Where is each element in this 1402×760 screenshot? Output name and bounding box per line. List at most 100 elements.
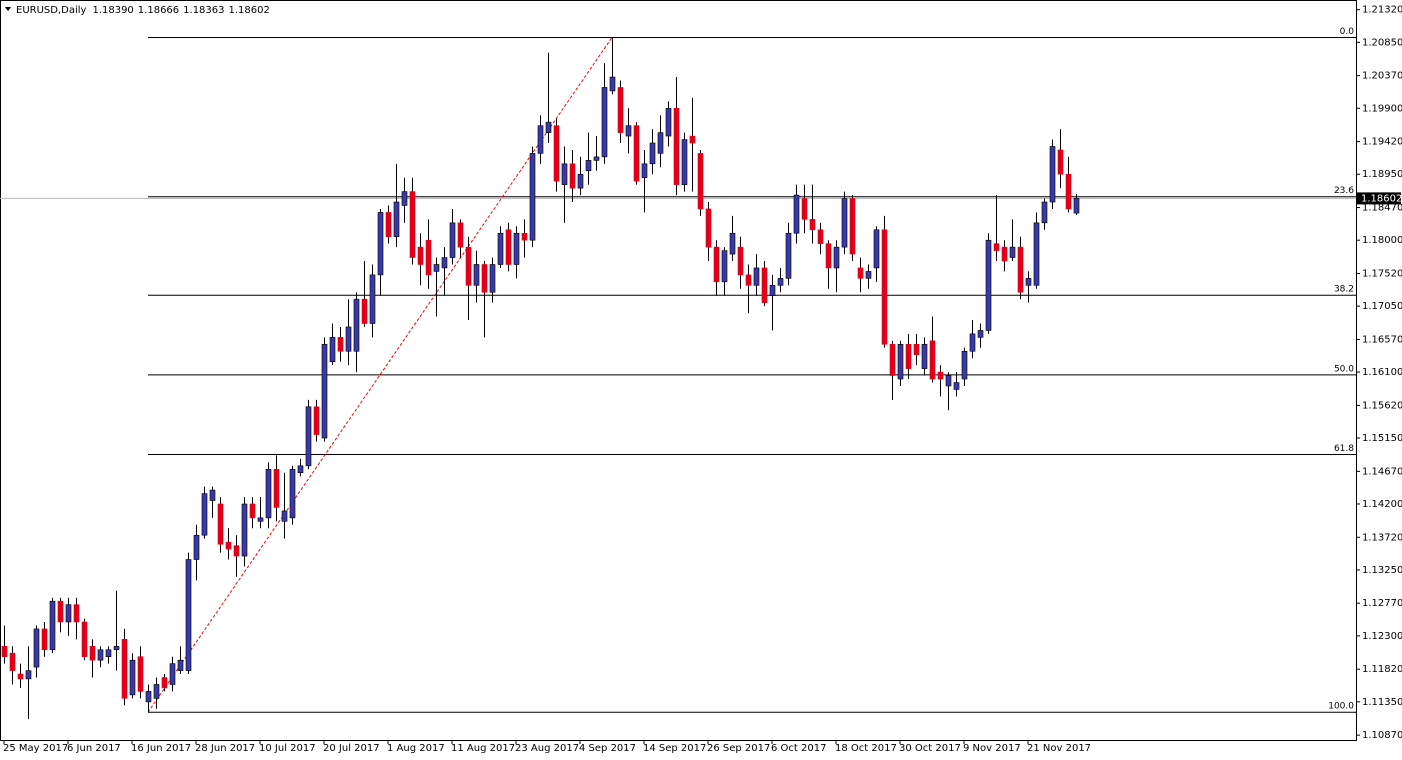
candle-body xyxy=(137,656,144,692)
candle-body xyxy=(553,125,560,182)
candle-body xyxy=(825,243,832,269)
candle-body xyxy=(185,559,192,671)
candle-body xyxy=(409,191,416,258)
candle-body xyxy=(873,229,880,269)
y-tick-label: 1.19900 xyxy=(1362,103,1402,114)
x-tick-label: 23 Aug 2017 xyxy=(515,743,579,754)
candle-body xyxy=(33,628,40,668)
candle-body xyxy=(1025,278,1032,286)
candle-body xyxy=(673,107,680,185)
x-tick-label: 14 Sep 2017 xyxy=(643,743,706,754)
x-tick-label: 10 Jul 2017 xyxy=(259,743,316,754)
candle-body xyxy=(657,132,664,154)
y-tick-label: 1.18470 xyxy=(1362,203,1402,214)
candle-body xyxy=(1017,246,1024,293)
y-tick-label: 1.13250 xyxy=(1362,565,1402,576)
candle-body xyxy=(625,125,632,137)
candle-body xyxy=(465,246,472,286)
candle-body xyxy=(273,468,280,508)
candle-body xyxy=(289,468,296,519)
candle-body xyxy=(649,142,656,165)
candle-body xyxy=(617,87,624,133)
candle-body xyxy=(713,246,720,283)
symbol-icon xyxy=(5,7,11,11)
candle-body xyxy=(569,163,576,189)
candle-body xyxy=(497,232,504,265)
candle-body xyxy=(857,267,864,279)
candle-body xyxy=(417,246,424,265)
candle-body xyxy=(97,649,104,661)
y-tick-label: 1.18950 xyxy=(1362,169,1402,180)
candle-body xyxy=(697,153,704,210)
candle-body xyxy=(665,107,672,137)
candle-body xyxy=(961,350,968,380)
candle-body xyxy=(313,406,320,435)
candle-body xyxy=(337,337,344,352)
candle-body xyxy=(233,545,240,557)
candle-body xyxy=(17,673,24,680)
candle-body xyxy=(73,604,80,623)
candle-body xyxy=(593,156,600,161)
y-tick-label: 1.15620 xyxy=(1362,400,1402,411)
candle-body xyxy=(57,600,64,623)
candle-body xyxy=(793,194,800,234)
candle-body xyxy=(41,628,48,651)
candle-body xyxy=(25,670,32,680)
candle-body xyxy=(1049,146,1056,203)
candle-body xyxy=(161,677,168,689)
x-tick-label: 11 Aug 2017 xyxy=(451,743,515,754)
fib-level-label: 23.6 xyxy=(1334,186,1354,196)
x-tick-label: 9 Nov 2017 xyxy=(963,743,1021,754)
y-tick-label: 1.16570 xyxy=(1362,334,1402,345)
candle-body xyxy=(473,264,480,286)
candle-body xyxy=(537,125,544,154)
y-tick-label: 1.12770 xyxy=(1362,598,1402,609)
candle-body xyxy=(929,340,936,380)
candle-body xyxy=(353,298,360,352)
candle-body xyxy=(129,659,136,696)
candle-body xyxy=(449,222,456,258)
candle-body xyxy=(169,663,176,685)
high-label: 1.18666 xyxy=(138,5,179,16)
y-tick-label: 1.13720 xyxy=(1362,532,1402,543)
candle-body xyxy=(257,517,264,522)
candle-body xyxy=(761,267,768,303)
candle-body xyxy=(913,344,920,356)
candle-body xyxy=(241,503,248,557)
candle-body xyxy=(1073,198,1080,214)
candle-body xyxy=(393,201,400,238)
fib-trendline xyxy=(147,37,613,713)
open-label: 1.18390 xyxy=(92,5,133,16)
candle-body xyxy=(433,264,440,272)
candle-body xyxy=(265,468,272,519)
y-tick-label: 1.21320 xyxy=(1362,5,1402,16)
candle-body xyxy=(377,212,384,276)
candle-body xyxy=(369,274,376,324)
candle-body xyxy=(489,264,496,293)
candle-body xyxy=(785,232,792,279)
fib-level-label: 100.0 xyxy=(1328,702,1354,712)
candle-body xyxy=(153,684,160,699)
candle-body xyxy=(65,604,72,623)
candle-body xyxy=(801,198,808,220)
candle-body xyxy=(585,160,592,172)
chart-header: EURUSD,Daily 1.18390 1.18666 1.18363 1.18602 xyxy=(16,5,270,16)
candle-body xyxy=(601,87,608,158)
candle-body xyxy=(609,76,616,92)
candle-body xyxy=(777,278,784,286)
candle-body xyxy=(1065,173,1072,210)
y-tick-label: 1.11350 xyxy=(1362,697,1402,708)
candle-body xyxy=(529,153,536,241)
y-tick-label: 1.16100 xyxy=(1362,367,1402,378)
y-tick-label: 1.11820 xyxy=(1362,664,1402,675)
candle-body xyxy=(865,271,872,279)
fib-level-label: 0.0 xyxy=(1340,27,1355,37)
x-tick-label: 18 Oct 2017 xyxy=(835,743,897,754)
y-tick-label: 1.18000 xyxy=(1362,235,1402,246)
y-tick-label: 1.17520 xyxy=(1362,269,1402,280)
candle-body xyxy=(505,229,512,265)
candle-body xyxy=(681,139,688,185)
candle-body xyxy=(969,333,976,352)
candle-body xyxy=(633,125,640,182)
